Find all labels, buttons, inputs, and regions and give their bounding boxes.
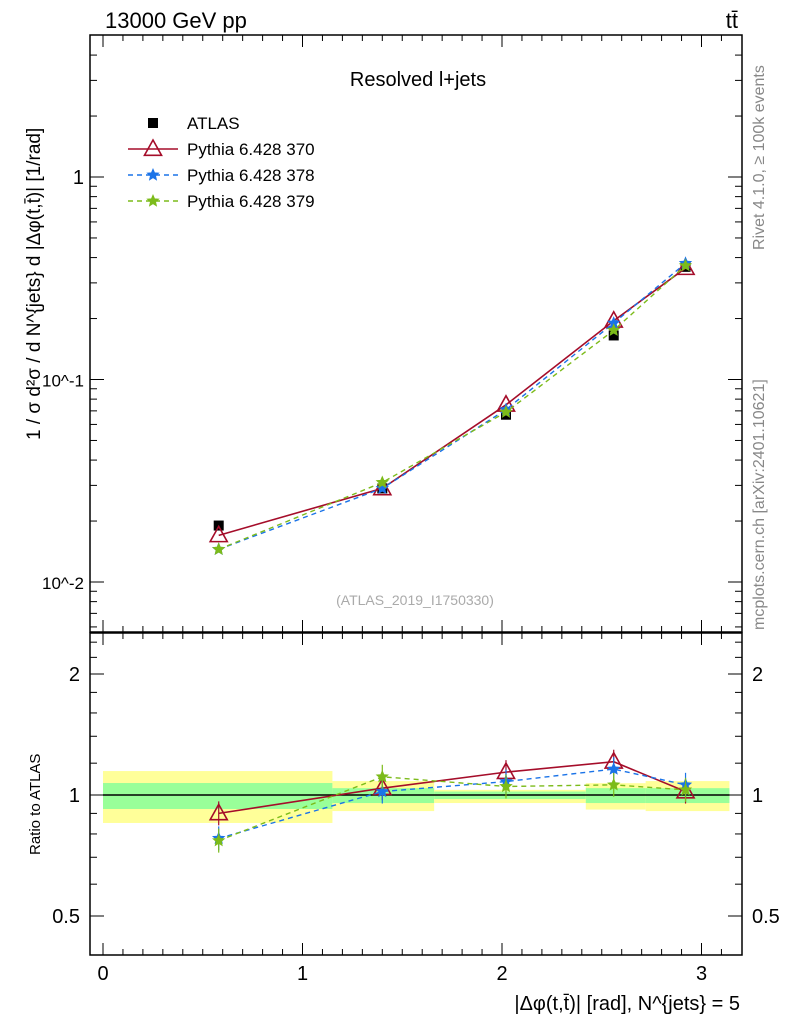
series-3-marker	[678, 258, 693, 272]
x-tick-label: 0	[97, 963, 108, 985]
ratio-series-2-marker	[212, 833, 226, 847]
series-3-marker	[212, 542, 226, 556]
ratio-y-tick-label: 0.5	[52, 906, 80, 928]
ratio-y-tick-label: 1	[752, 785, 763, 807]
ratio-series-2-marker	[678, 782, 693, 796]
ratio-series-2-marker	[375, 769, 389, 783]
ratio-y-tick-label: 1	[69, 785, 80, 807]
series-1-marker	[208, 524, 229, 543]
series-1-line	[218, 267, 687, 537]
rivet-label: Rivet 4.1.0, ≥ 100k events	[751, 65, 768, 250]
series-3-line	[218, 265, 687, 550]
legend-label: Pythia 6.428 379	[187, 192, 315, 211]
legend-marker	[148, 118, 158, 128]
x-tick-label: 2	[496, 963, 507, 985]
header-right: tt̄	[726, 8, 738, 33]
series-3-marker	[606, 323, 621, 336]
header-left: 13000 GeV pp	[105, 8, 247, 33]
main-frame	[89, 34, 743, 633]
series-1-marker	[675, 257, 696, 276]
ratio-series-1-line	[218, 768, 686, 840]
legend-marker	[146, 167, 160, 181]
legend-marker	[146, 193, 160, 207]
watermark: (ATLAS_2019_I1750330)	[336, 592, 494, 608]
series-2-marker	[375, 481, 389, 495]
y-tick-label: 10^-1	[42, 372, 84, 391]
legend-label: Pythia 6.428 370	[187, 140, 315, 159]
ratio-series-2-marker	[607, 777, 621, 791]
x-tick-label: 1	[297, 963, 308, 985]
plot-title: Resolved l+jets	[350, 69, 486, 91]
ratio-series-0-marker	[208, 802, 229, 821]
ratio-frame	[89, 632, 743, 956]
y-tick-label: 1	[73, 167, 84, 189]
y-axis-label: 1 / σ d²σ / d N^{jets} d |Δφ(t,t̄)| [1/r…	[24, 128, 45, 440]
mcplots-label: mcplots.cern.ch [arXiv:2401.10621]	[751, 379, 768, 630]
ratio-series-2-marker	[499, 779, 513, 793]
series-3-marker	[375, 475, 389, 489]
legend-label: ATLAS	[187, 114, 240, 133]
legend-label: Pythia 6.428 378	[187, 166, 315, 185]
ratio-y-tick-label: 0.5	[752, 906, 780, 928]
x-tick-label: 3	[696, 963, 707, 985]
series-0-marker	[608, 330, 619, 341]
series-2-line	[218, 262, 686, 550]
ratio-series-1-marker	[375, 784, 389, 798]
legend-marker	[143, 138, 163, 157]
ratio-y-tick-label: 2	[69, 664, 80, 686]
x-axis-label: |Δφ(t,t̄)| [rad], N^{jets} = 5	[514, 993, 740, 1015]
series-3-marker	[499, 405, 513, 418]
y-tick-label: 10^-2	[42, 574, 84, 593]
ratio-series-1-marker	[606, 762, 621, 775]
ratio-y-tick-label: 2	[752, 664, 763, 686]
ratio-y-label: Ratio to ATLAS	[27, 754, 44, 855]
